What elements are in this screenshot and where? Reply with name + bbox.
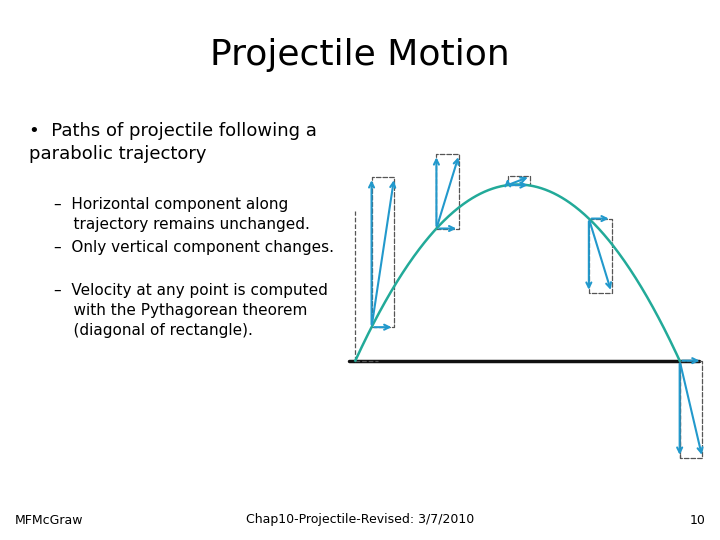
Text: MFMcGraw: MFMcGraw bbox=[14, 514, 83, 526]
Text: Projectile Motion: Projectile Motion bbox=[210, 38, 510, 72]
Text: –  Horizontal component along
    trajectory remains unchanged.: – Horizontal component along trajectory … bbox=[54, 197, 310, 232]
Text: –  Only vertical component changes.: – Only vertical component changes. bbox=[54, 240, 334, 255]
Text: •  Paths of projectile following a
parabolic trajectory: • Paths of projectile following a parabo… bbox=[29, 122, 317, 163]
Text: Chap10-Projectile-Revised: 3/7/2010: Chap10-Projectile-Revised: 3/7/2010 bbox=[246, 514, 474, 526]
Text: –  Velocity at any point is computed
    with the Pythagorean theorem
    (diago: – Velocity at any point is computed with… bbox=[54, 284, 328, 338]
Text: 10: 10 bbox=[690, 514, 706, 526]
